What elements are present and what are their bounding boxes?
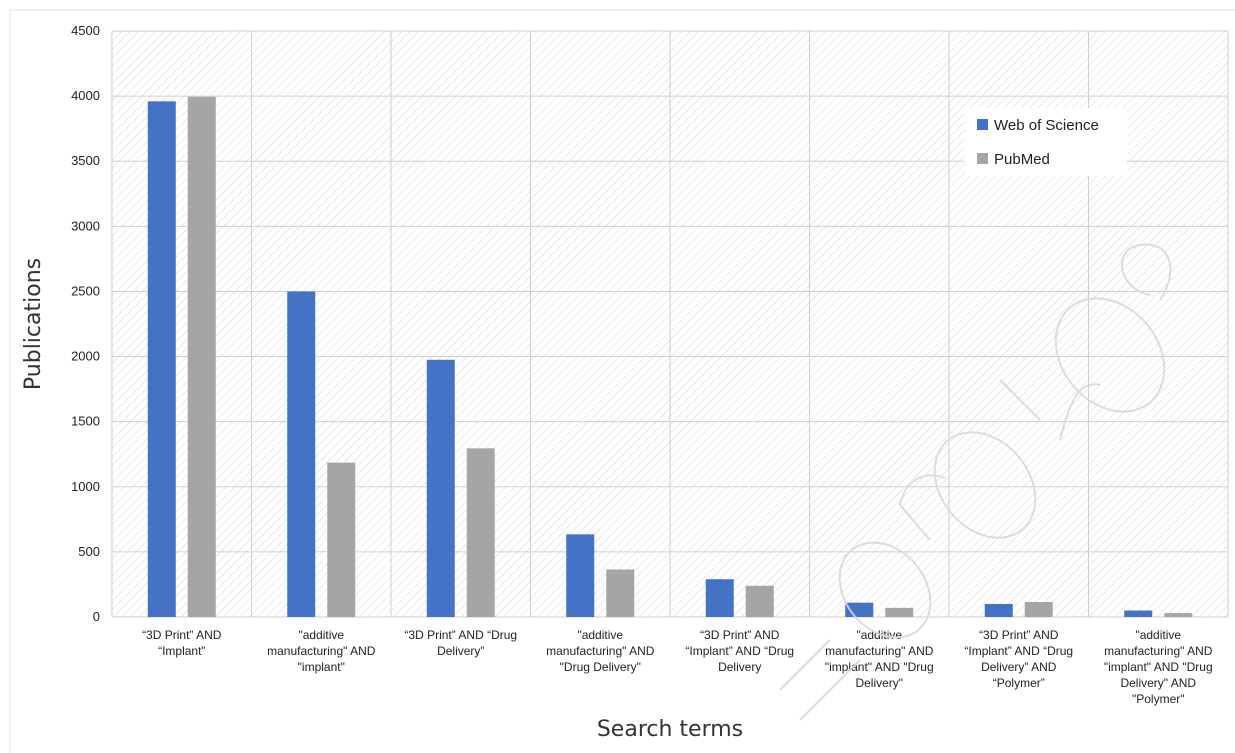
x-category-label: manufacturing" AND xyxy=(546,644,655,658)
bar-pubmed xyxy=(606,569,635,617)
x-category-label: "Polymer" xyxy=(1132,692,1185,706)
x-category-label: manufacturing" AND xyxy=(267,644,376,658)
legend-swatch xyxy=(977,119,988,130)
x-category-label: “Implant” AND “Drug xyxy=(685,644,794,658)
y-axis-title: Publications xyxy=(21,258,46,390)
x-category-label: “3D Print” AND xyxy=(979,628,1059,642)
bar-pubmed xyxy=(187,96,216,618)
legend-label: Web of Science xyxy=(994,117,1099,134)
y-tick-label: 1000 xyxy=(71,479,100,494)
watermark-decoration xyxy=(779,243,1172,721)
y-tick-label: 2000 xyxy=(71,349,100,364)
bar-pubmed xyxy=(466,448,495,617)
y-tick-label: 500 xyxy=(78,544,100,559)
legend-label: PubMed xyxy=(994,151,1050,168)
x-category-label: “3D Print” AND xyxy=(142,628,222,642)
x-category-label: Delivery” xyxy=(437,644,484,658)
bar-web-of-science xyxy=(1124,610,1153,617)
x-category-label: Delivery" xyxy=(855,676,903,690)
bar-pubmed xyxy=(1024,602,1053,617)
x-category-label: "implant" AND "Drug xyxy=(825,660,934,674)
x-category-label: “3D Print” AND xyxy=(700,628,780,642)
bar-web-of-science xyxy=(566,534,595,617)
x-category-label: "additive xyxy=(1135,628,1181,642)
x-category-label: manufacturing" AND xyxy=(825,644,934,658)
y-tick-label: 2500 xyxy=(71,283,100,298)
bar-web-of-science xyxy=(705,579,734,617)
x-category-label: “Implant” xyxy=(158,644,205,658)
x-category-label: Delivery” AND xyxy=(981,660,1057,674)
legend-swatch xyxy=(977,153,988,164)
x-category-label: "implant" AND "Drug xyxy=(1104,660,1213,674)
bar-pubmed xyxy=(885,607,914,617)
y-tick-label: 1500 xyxy=(71,414,100,429)
bar-web-of-science xyxy=(287,291,316,617)
x-category-label: "additive xyxy=(298,628,344,642)
x-axis-title: Search terms xyxy=(597,717,743,742)
y-tick-label: 4500 xyxy=(71,23,100,38)
x-category-label: Delivery xyxy=(718,660,761,674)
bar-pubmed xyxy=(1164,613,1193,617)
y-tick-label: 0 xyxy=(93,609,100,624)
bar-pubmed xyxy=(745,585,774,617)
bar-pubmed xyxy=(327,462,356,617)
x-category-label: “3D Print” AND “Drug xyxy=(404,628,517,642)
y-tick-label: 4000 xyxy=(71,88,100,103)
x-category-label: "additive xyxy=(577,628,623,642)
x-category-label: "Drug Delivery" xyxy=(560,660,641,674)
x-category-label: “Polymer” xyxy=(993,676,1045,690)
bar-web-of-science xyxy=(426,359,455,617)
x-category-label: Delivery" AND xyxy=(1120,676,1196,690)
y-tick-label: 3000 xyxy=(71,218,100,233)
legend-box xyxy=(965,108,1127,176)
x-category-label: manufacturing" AND xyxy=(1104,644,1213,658)
bar-web-of-science xyxy=(147,101,176,617)
y-tick-label: 3500 xyxy=(71,153,100,168)
x-category-label: "implant" xyxy=(298,660,345,674)
bar-web-of-science xyxy=(984,603,1013,617)
x-category-label: “Implant” AND “Drug xyxy=(964,644,1073,658)
